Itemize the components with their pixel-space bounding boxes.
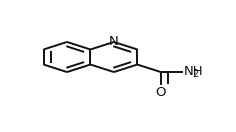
Text: NH: NH <box>184 65 203 78</box>
Text: N: N <box>109 36 119 48</box>
Text: 2: 2 <box>193 69 199 79</box>
Text: O: O <box>156 86 166 99</box>
